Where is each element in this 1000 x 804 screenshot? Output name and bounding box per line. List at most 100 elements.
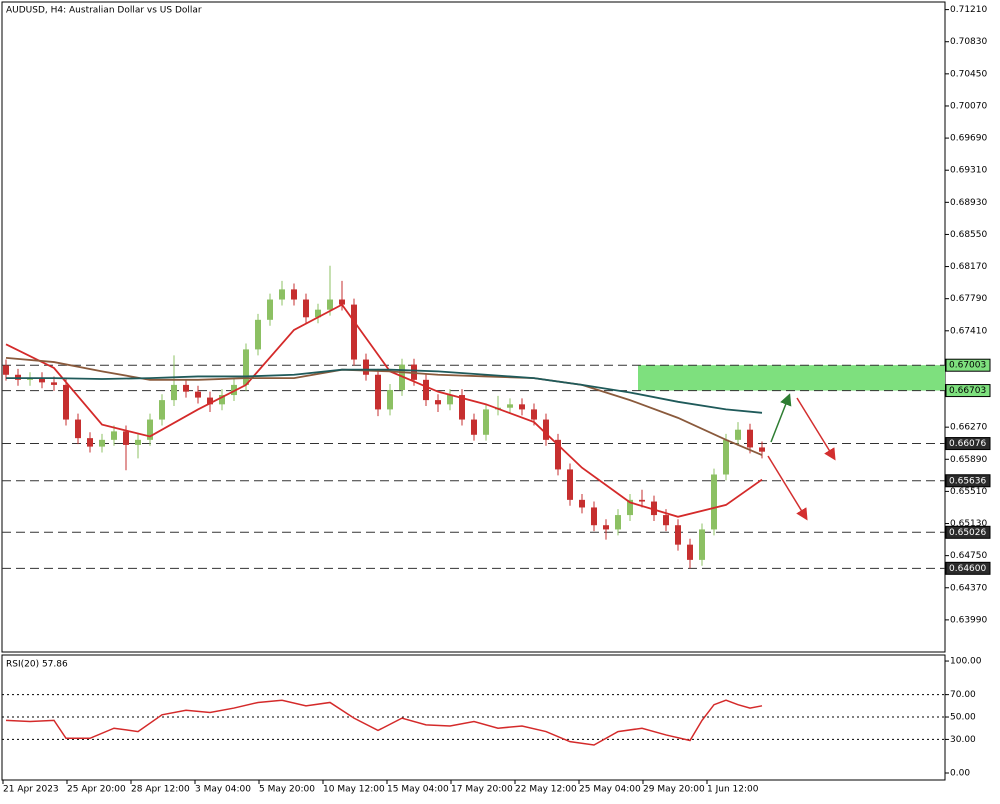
- candle-body: [207, 397, 213, 405]
- level-label-box: [945, 384, 991, 398]
- y-tick-label: 50.00: [950, 713, 976, 723]
- y-tick-label: 0.63990: [950, 615, 987, 625]
- candle-body: [75, 419, 81, 439]
- y-tick-label: 0.70830: [950, 37, 987, 47]
- level-label: 0.65636: [949, 476, 986, 486]
- candle-body: [531, 409, 537, 420]
- candle-body: [447, 395, 453, 405]
- candle-body: [315, 309, 321, 318]
- arrow-down: [796, 397, 836, 461]
- x-tick-label: 28 Apr 12:00: [131, 785, 190, 795]
- candle-body: [291, 289, 297, 300]
- candle-body: [243, 349, 249, 385]
- arrow-down: [767, 455, 808, 521]
- arrow-up: [770, 393, 792, 443]
- candle-body: [279, 289, 285, 300]
- y-tick-label: 0.68930: [950, 198, 987, 208]
- candle-body: [3, 365, 9, 375]
- x-tick-label: 1 Jun 12:00: [707, 785, 759, 795]
- y-tick-label: 0.70450: [950, 69, 987, 79]
- x-tick-label: 5 May 20:00: [259, 785, 315, 795]
- x-tick-label: 17 May 20:00: [451, 785, 513, 795]
- y-tick-label: 0.70070: [950, 101, 987, 111]
- y-tick-label: 70.00: [950, 690, 976, 700]
- candle-body: [87, 438, 93, 447]
- candle-body: [255, 319, 261, 350]
- candle-body: [567, 469, 573, 500]
- y-tick-label: 0.66270: [950, 423, 987, 433]
- candle-body: [711, 474, 717, 530]
- y-tick-label: 0.69310: [950, 166, 987, 176]
- rsi-line: [5, 699, 763, 746]
- level-label: 0.66703: [949, 386, 986, 396]
- y-tick-label: 100.00: [950, 657, 982, 667]
- level-label-box: [945, 561, 991, 575]
- candle-body: [543, 419, 549, 440]
- candle-body: [675, 525, 681, 545]
- candle-body: [483, 409, 489, 435]
- level-label-box: [945, 474, 991, 488]
- moving-average: [5, 356, 763, 456]
- candle-body: [123, 431, 129, 445]
- level-label: 0.65026: [949, 528, 986, 538]
- candle-body: [435, 400, 441, 405]
- candle-body: [519, 404, 525, 410]
- y-tick-label: 0.68550: [950, 230, 987, 240]
- level-label: 0.67003: [949, 361, 986, 371]
- y-tick-label: 30.00: [950, 735, 976, 745]
- candle-body: [423, 379, 429, 401]
- moving-average: [5, 303, 763, 518]
- x-tick-label: 29 May 20:00: [643, 785, 705, 795]
- candle-body: [603, 525, 609, 530]
- zone: [638, 365, 945, 391]
- candle-body: [375, 374, 381, 410]
- candle-body: [339, 299, 345, 305]
- candle-body: [555, 439, 561, 470]
- x-tick-label: 25 Apr 20:00: [67, 785, 126, 795]
- y-tick-label: 0.67410: [950, 326, 987, 336]
- x-tick-label: 21 Apr 2023: [3, 785, 59, 795]
- x-tick-label: 22 May 12:00: [515, 785, 577, 795]
- candle-body: [219, 395, 225, 405]
- candle-body: [363, 359, 369, 375]
- y-tick-label: 0.71210: [950, 5, 987, 15]
- candle-body: [195, 391, 201, 398]
- y-tick-label: 0.67790: [950, 294, 987, 304]
- rsi-title: RSI(20) 57.86: [6, 660, 68, 670]
- candle-body: [159, 400, 165, 420]
- candle-body: [591, 507, 597, 526]
- candle-body: [171, 384, 177, 401]
- candle-body: [471, 419, 477, 435]
- level-label-box: [945, 358, 991, 372]
- moving-average: [6, 368, 763, 414]
- candle-body: [135, 439, 141, 445]
- candle-body: [663, 515, 669, 526]
- candle-body: [459, 395, 465, 420]
- candle-body: [51, 382, 57, 385]
- candle-body: [231, 384, 237, 396]
- y-tick-label: 0.65510: [950, 487, 987, 497]
- chart-header: AUDUSD, H4: Australian Dollar vs US Doll…: [6, 6, 202, 16]
- candle-body: [303, 299, 309, 318]
- candle-body: [651, 501, 657, 516]
- level-label: 0.64600: [949, 564, 986, 574]
- candle-body: [759, 447, 765, 452]
- x-tick-label: 25 May 04:00: [579, 785, 641, 795]
- x-tick-label: 10 May 12:00: [323, 785, 385, 795]
- level-label-box: [945, 525, 991, 539]
- level-label-box: [945, 437, 991, 451]
- x-tick-label: 15 May 04:00: [387, 785, 449, 795]
- y-tick-label: 0.64370: [950, 583, 987, 593]
- candle-body: [351, 304, 357, 360]
- candle-body: [183, 384, 189, 392]
- candle-body: [327, 299, 333, 310]
- candle-body: [111, 431, 117, 440]
- candle-body: [687, 544, 693, 560]
- candle-body: [267, 299, 273, 320]
- candle-body: [39, 378, 45, 383]
- candle-body: [735, 429, 741, 440]
- candle-body: [99, 439, 105, 447]
- candle-body: [627, 499, 633, 516]
- y-tick-label: 0.65890: [950, 455, 987, 465]
- candle-body: [699, 529, 705, 560]
